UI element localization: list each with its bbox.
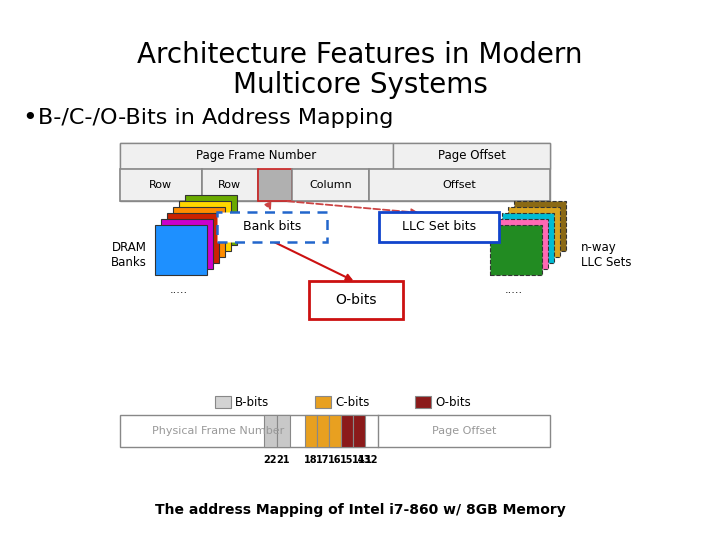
Text: B-bits: B-bits [235, 395, 269, 408]
Bar [258, 169, 292, 201]
Text: 14: 14 [352, 455, 366, 465]
Bar [490, 225, 542, 275]
Text: LLC Set bits: LLC Set bits [402, 220, 476, 233]
Bar [202, 169, 258, 201]
Text: Row: Row [218, 180, 241, 190]
Bar [353, 415, 365, 447]
Text: 16: 16 [328, 455, 342, 465]
Bar [155, 225, 207, 275]
FancyBboxPatch shape [217, 212, 327, 242]
Text: 12: 12 [365, 455, 378, 465]
Bar [167, 213, 219, 263]
Text: •: • [22, 106, 37, 130]
Text: B-/C-/O-Bits in Address Mapping: B-/C-/O-Bits in Address Mapping [38, 108, 393, 128]
Text: 17: 17 [316, 455, 330, 465]
Bar [369, 169, 550, 201]
FancyBboxPatch shape [379, 212, 499, 242]
Text: .....: ..... [505, 285, 523, 295]
Text: .....: ..... [170, 285, 188, 295]
Text: 15: 15 [341, 455, 354, 465]
Bar [508, 207, 560, 257]
Text: Page Offset: Page Offset [438, 150, 505, 163]
Text: DRAM
Banks: DRAM Banks [111, 241, 147, 269]
Bar [173, 207, 225, 257]
Bar [179, 201, 231, 251]
Text: Offset: Offset [443, 180, 477, 190]
Bar [393, 143, 550, 169]
Text: C-bits: C-bits [335, 395, 369, 408]
Bar [514, 201, 566, 251]
Text: Row: Row [149, 180, 172, 190]
Bar [341, 415, 353, 447]
Text: Column: Column [310, 180, 352, 190]
Bar [120, 143, 550, 201]
Bar [315, 396, 331, 408]
Text: 18: 18 [304, 455, 318, 465]
Text: 22: 22 [264, 455, 277, 465]
Text: Bank bits: Bank bits [243, 220, 301, 233]
Bar [215, 396, 231, 408]
Bar [415, 396, 431, 408]
Bar [305, 415, 317, 447]
Bar [292, 169, 369, 201]
Bar [496, 219, 548, 269]
Bar [185, 195, 237, 245]
Bar [120, 143, 393, 169]
Text: Physical Frame Number: Physical Frame Number [152, 426, 284, 436]
Bar [120, 169, 202, 201]
Text: The address Mapping of Intel i7-860 w/ 8GB Memory: The address Mapping of Intel i7-860 w/ 8… [155, 503, 565, 517]
Text: Multicore Systems: Multicore Systems [233, 71, 487, 99]
Bar [502, 213, 554, 263]
Bar [264, 415, 277, 447]
Text: Page Frame Number: Page Frame Number [197, 150, 317, 163]
Text: Architecture Features in Modern: Architecture Features in Modern [138, 41, 582, 69]
Bar [161, 219, 213, 269]
Text: Page Offset: Page Offset [432, 426, 496, 436]
Bar [277, 415, 290, 447]
Text: O-bits: O-bits [336, 293, 377, 307]
Text: 13: 13 [359, 455, 372, 465]
Bar [120, 415, 550, 447]
Text: 21: 21 [276, 455, 290, 465]
FancyBboxPatch shape [309, 281, 403, 319]
Bar [329, 415, 341, 447]
Bar [317, 415, 329, 447]
Text: O-bits: O-bits [435, 395, 471, 408]
Text: n-way
LLC Sets: n-way LLC Sets [581, 241, 631, 269]
